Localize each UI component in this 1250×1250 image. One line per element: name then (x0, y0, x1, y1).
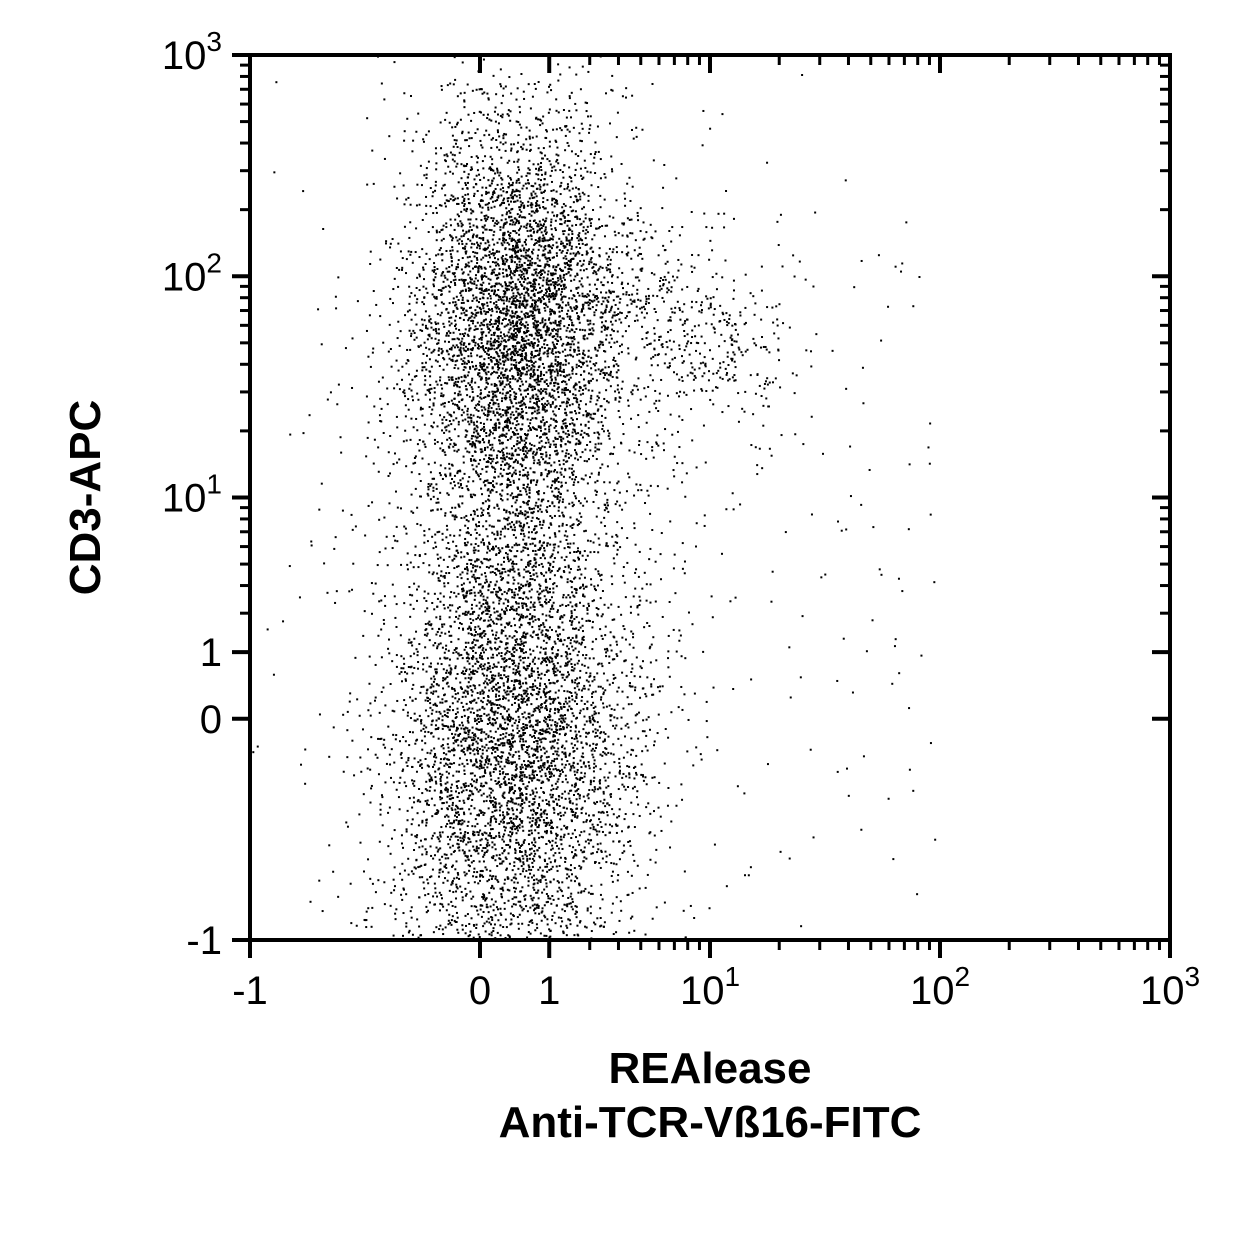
y-tick-label: 0 (200, 698, 222, 742)
x-tick-label: 101 (680, 961, 740, 1013)
x-axis-label-line2: Anti-TCR-Vß16-FITC (499, 1098, 922, 1147)
x-tick-label: 1 (538, 969, 560, 1013)
x-tick-label: 0 (469, 969, 491, 1013)
scatter-points (252, 54, 936, 941)
x-tick-label: 102 (910, 961, 970, 1013)
flow-cytometry-chart: -1 0 1 101 102 103 -1 0 1 101 102 103 CD3-APC REAleas… (0, 0, 1250, 1250)
y-tick-label: 1 (200, 631, 222, 675)
plot-border (250, 55, 1170, 940)
x-tick-label: 103 (1140, 961, 1200, 1013)
x-axis-label-line1: REAlease (608, 1044, 811, 1093)
x-tick-label: -1 (232, 969, 268, 1013)
y-axis-label: CD3-APC (61, 400, 110, 596)
y-tick-label: -1 (186, 919, 222, 963)
y-tick-label: 103 (162, 26, 222, 78)
y-tick-label: 102 (162, 247, 222, 299)
y-tick-label: 101 (162, 469, 222, 521)
